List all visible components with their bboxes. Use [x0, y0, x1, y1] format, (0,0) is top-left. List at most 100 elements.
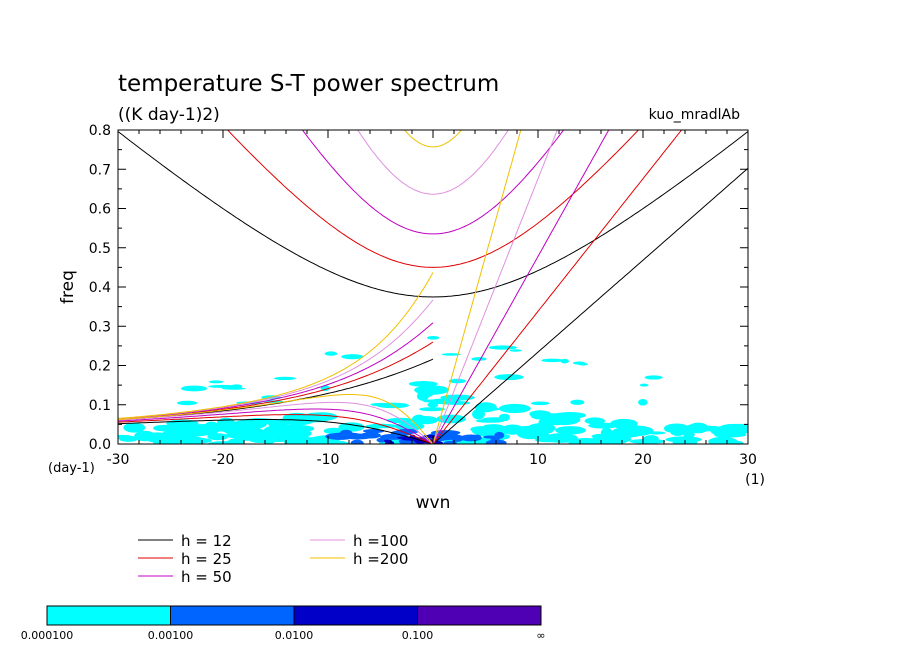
power-patch: [584, 417, 606, 425]
y-tick-label: 0.2: [89, 359, 111, 375]
colorbar-label: 0.0100: [275, 629, 314, 642]
y-tick-label: 0.6: [89, 202, 111, 218]
kelvin-wave-curve: [432, 167, 748, 444]
power-patch: [490, 435, 500, 444]
power-patch: [427, 402, 439, 408]
y-tick-label: 0.8: [89, 123, 111, 139]
power-patch: [414, 416, 438, 425]
y-axis-label: freq: [58, 270, 78, 304]
legend-label: h =100: [353, 532, 408, 550]
power-patch: [350, 439, 364, 444]
power-patch: [118, 434, 133, 439]
power-patch: [448, 378, 467, 384]
power-patch: [683, 430, 695, 439]
power-patch: [231, 430, 262, 441]
chart-subtitle: ((K day-1)2): [118, 105, 220, 125]
power-patch: [609, 418, 638, 429]
power-patch: [162, 430, 186, 437]
power-patch: [386, 417, 415, 424]
power-patch: [408, 381, 438, 387]
x-tick-label: 10: [529, 452, 547, 468]
power-patch: [167, 436, 202, 440]
power-patch: [436, 400, 448, 403]
power-patch: [601, 433, 632, 440]
power-patch: [639, 383, 649, 387]
power-patch: [370, 423, 382, 430]
power-patch: [724, 428, 748, 436]
power-patch: [541, 358, 564, 363]
spectral-power-contours: [118, 336, 748, 444]
legend-label: h = 25: [181, 550, 232, 568]
dispersion-curves: [118, 130, 748, 444]
inertia-gravity-curve: [301, 130, 565, 235]
power-patch: [459, 434, 482, 442]
power-patch: [568, 437, 604, 444]
power-patch: [153, 424, 176, 432]
rossby-wave-curve: [118, 401, 434, 444]
power-patch: [708, 436, 737, 444]
power-patch: [181, 385, 208, 392]
inertia-gravity-curve: [403, 130, 463, 148]
kelvin-wave-curve: [432, 130, 558, 444]
power-patch: [176, 400, 198, 406]
power-patch: [518, 430, 550, 439]
power-patch: [555, 426, 586, 435]
y-tick-label: 0.1: [89, 398, 111, 414]
power-patch: [665, 436, 703, 443]
y-tick-label: 0.4: [89, 280, 111, 296]
x-tick-label: -20: [212, 452, 235, 468]
power-patch: [270, 432, 308, 442]
colorbar-segment: [46, 605, 171, 626]
power-patch: [341, 354, 364, 360]
power-patch: [723, 423, 748, 428]
power-patch: [208, 441, 240, 444]
y-tick-label: 0.5: [89, 241, 111, 257]
power-patch: [186, 423, 222, 435]
power-patch: [262, 439, 275, 444]
power-patch: [475, 419, 505, 423]
mixed-rossby-gravity-curve: [118, 272, 434, 419]
rossby-wave-curve: [118, 419, 434, 444]
power-patch: [440, 394, 475, 401]
x-tick-label: 30: [739, 452, 757, 468]
power-patch: [644, 375, 663, 380]
power-patch: [208, 384, 237, 388]
experiment-label: kuo_mradlAb: [649, 107, 740, 123]
power-patch: [471, 357, 487, 361]
inertia-gravity-curve: [357, 130, 509, 195]
inertia-gravity-curve: [118, 131, 748, 298]
rossby-wave-curve: [118, 408, 434, 444]
rossby-wave-curve: [118, 394, 434, 444]
plot-frame: [117, 129, 749, 445]
power-patch: [501, 424, 524, 435]
legend-label: h = 12: [181, 532, 232, 550]
colorbar-label: 0.100: [402, 629, 434, 642]
power-patch: [530, 401, 550, 406]
y-tick-label: 0.0: [89, 437, 111, 453]
power-patch: [570, 399, 585, 405]
kelvin-wave-curve: [432, 130, 683, 444]
inertia-gravity-curve: [226, 130, 640, 268]
power-patch: [498, 403, 531, 414]
power-patch: [414, 385, 450, 395]
power-patch: [555, 433, 574, 442]
y-tick-label: 0.3: [89, 319, 111, 335]
x-tick-label: -10: [317, 452, 340, 468]
power-patch: [362, 428, 385, 434]
power-patch: [419, 407, 446, 412]
colorbar-segment: [417, 605, 542, 626]
x-tick-label: 20: [634, 452, 652, 468]
power-patch: [343, 433, 373, 440]
power-patch: [383, 439, 392, 443]
power-patch: [422, 399, 436, 403]
x-unit-label: (1): [745, 472, 765, 488]
colorbar: 0.000100 0.00100 0.0100 0.100 ∞: [21, 605, 546, 642]
power-patch: [273, 376, 297, 381]
y-unit-label: (day-1): [48, 461, 95, 476]
colorbar-label: 0.00100: [148, 629, 194, 642]
power-patch: [208, 380, 224, 384]
legend-label: h =200: [353, 550, 408, 568]
power-patch: [152, 435, 173, 444]
power-patch: [629, 438, 666, 444]
colorbar-segment: [293, 605, 418, 626]
